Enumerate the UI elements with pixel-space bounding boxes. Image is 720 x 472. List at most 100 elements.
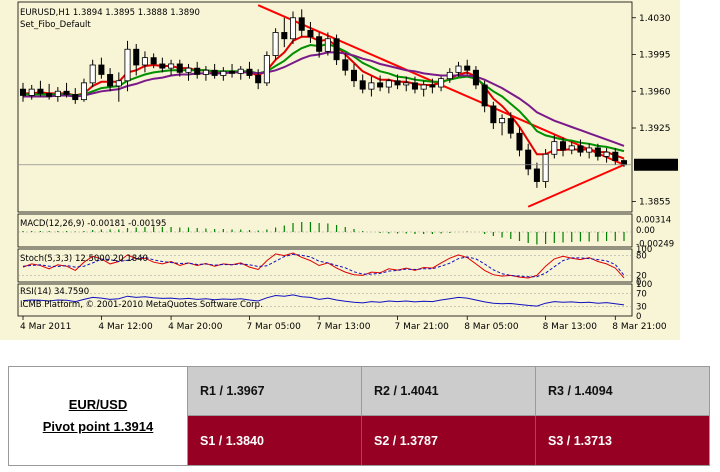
bearish-candle (411, 82, 418, 90)
price-tick-label: 1.3960 (639, 87, 671, 97)
bearish-candle (507, 118, 514, 134)
bullish-candle (446, 71, 453, 80)
rsi-line (22, 294, 625, 307)
time-tick-label: 8 Mar 05:00 (464, 322, 519, 332)
macd-tick-label: -0.00249 (636, 239, 674, 249)
macd-tick-label: 0.00 (636, 226, 655, 236)
time-tick-label: 8 Mar 21:00 (612, 322, 667, 332)
bullish-candle (89, 64, 96, 84)
bearish-candle (194, 67, 201, 75)
stoch-tick-label: 0 (636, 278, 641, 288)
bullish-candle (603, 151, 610, 157)
rsi-tick-label: 70 (636, 290, 647, 300)
bearish-candle (612, 151, 619, 161)
time-tick-label: 7 Mar 13:00 (316, 322, 371, 332)
bearish-candle (246, 68, 253, 76)
bullish-candle (220, 70, 227, 76)
bearish-candle (37, 88, 44, 94)
bearish-candle (481, 84, 488, 107)
panel-frame-rsi (17, 283, 633, 317)
bearish-candle (229, 70, 236, 74)
bullish-candle (499, 118, 506, 124)
macd-tick-label: 0.00314 (636, 215, 671, 225)
rsi-tick-label: 30 (636, 302, 647, 312)
stoch-signal-line (22, 253, 625, 278)
moving-average-line-2 (23, 51, 625, 147)
time-tick-label: 7 Mar 05:00 (246, 322, 301, 332)
bullish-candle (80, 82, 87, 101)
bullish-candle (586, 147, 593, 153)
bullish-candle (202, 69, 209, 75)
time-tick-label: 4 Mar 12:00 (98, 322, 153, 332)
bearish-candle (72, 94, 79, 101)
bearish-candle (464, 65, 471, 71)
support-s1: S1 / 1.3840 (188, 416, 362, 465)
pivot-table: EUR/USD Pivot point 1.3914 R1 / 1.3967 R… (8, 366, 710, 466)
bearish-candle (620, 160, 628, 166)
bearish-candle (577, 145, 584, 153)
bullish-candle (551, 141, 558, 155)
panel-frame-macd (17, 213, 633, 248)
price-tick-label: 1.4030 (639, 14, 671, 24)
bearish-candle (133, 48, 140, 66)
bullish-candle (438, 78, 445, 88)
bearish-candle (429, 84, 436, 88)
rsi-tick-label: 100 (636, 280, 652, 290)
bullish-candle (168, 63, 175, 69)
bullish-candle (368, 82, 375, 90)
bullish-candle (568, 145, 575, 151)
bearish-candle (333, 38, 340, 61)
bearish-candle (377, 82, 384, 88)
time-tick-label: 7 Mar 21:00 (395, 322, 450, 332)
bullish-candle (124, 48, 131, 82)
stoch-main-line (22, 252, 625, 279)
chart-panel: 0.00314 0.00 -0.00249 100 80 20 0 100 70 30 0 1.… (0, 0, 680, 340)
stoch-tick-label: 20 (636, 271, 647, 281)
macd-label: MACD(12,26,9) -0.00181 -0.00195 (20, 219, 166, 229)
moving-average-line-1 (23, 42, 625, 153)
pivot-point: Pivot point 1.3914 (42, 419, 154, 434)
support-s2: S2 / 1.3787 (362, 416, 536, 465)
bearish-candle (63, 90, 70, 95)
platform-label: ICMB Platform, © 2001-2010 MetaQuotes So… (20, 300, 263, 310)
bullish-candle (185, 67, 192, 73)
bearish-candle (159, 63, 166, 69)
time-tick-label: 4 Mar 20:00 (168, 322, 223, 332)
bullish-candle (28, 88, 35, 96)
resistance-r2: R2 / 1.4041 (362, 367, 536, 416)
symbol-header: EURUSD,H1 1.3894 1.3895 1.3888 1.3890 (20, 8, 200, 18)
bearish-candle (394, 80, 401, 86)
bullish-candle (403, 82, 410, 86)
bearish-candle (594, 147, 601, 157)
indicator-label: Set_Fibo_Default (20, 20, 91, 30)
bearish-candle (316, 36, 323, 52)
price-tick-label: 1.3995 (639, 51, 671, 61)
bearish-candle (342, 59, 349, 71)
bullish-candle (237, 68, 244, 74)
bearish-candle (516, 132, 523, 151)
bearish-candle (98, 64, 105, 75)
bearish-candle (176, 63, 183, 73)
stoch-tick-label: 80 (636, 252, 647, 262)
time-tick-label: 4 Mar 2011 (20, 322, 71, 332)
bullish-candle (324, 38, 331, 52)
bullish-candle (54, 90, 61, 97)
resistance-r1: R1 / 1.3967 (188, 367, 362, 416)
bullish-candle (272, 32, 279, 56)
current-price-label: 1.3890 (637, 161, 669, 171)
stoch-tick-label: 100 (636, 245, 652, 255)
resistance-r3: R3 / 1.4094 (536, 367, 709, 416)
bearish-candle (211, 69, 218, 76)
bearish-candle (560, 141, 567, 151)
price-tick-label: 1.3855 (639, 198, 671, 208)
support-s3: S3 / 1.3713 (536, 416, 709, 465)
bullish-candle (455, 65, 462, 73)
bearish-candle (46, 92, 53, 97)
time-tick-label: 8 Mar 13:00 (543, 322, 598, 332)
bearish-candle (490, 105, 497, 124)
bullish-candle (263, 55, 270, 84)
stoch-label: Stoch(5,3,3) 12.5000 20.1840 (20, 254, 148, 264)
panel-frame-stoch (17, 248, 633, 283)
bullish-candle (420, 84, 427, 90)
